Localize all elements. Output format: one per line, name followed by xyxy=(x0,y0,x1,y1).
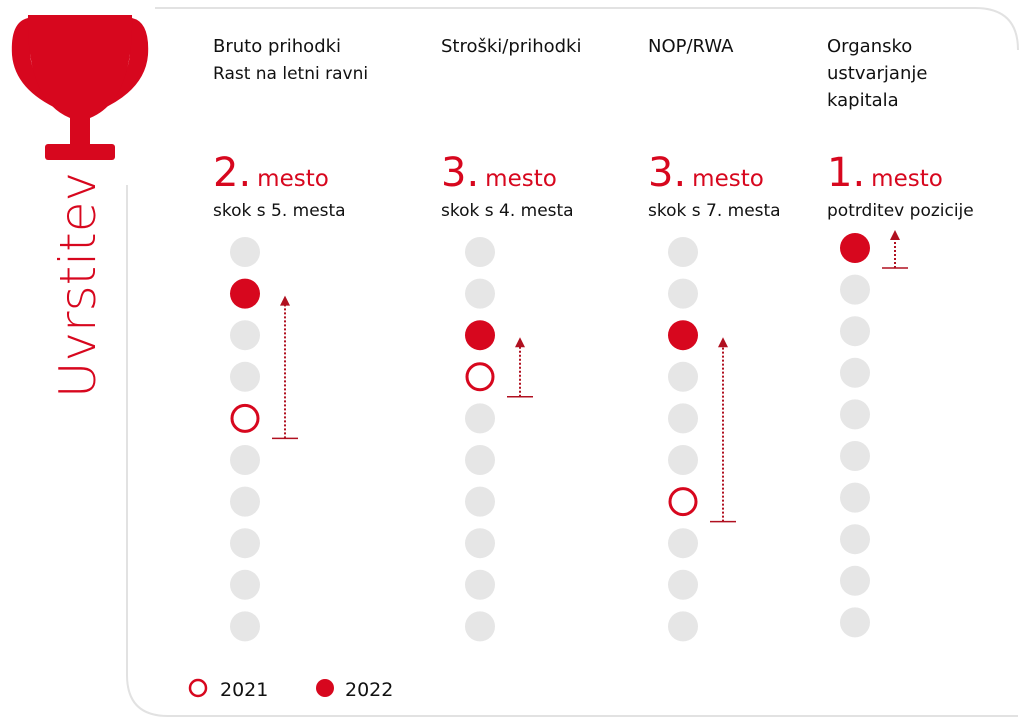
position-dot xyxy=(230,569,260,600)
frame-top xyxy=(155,7,1019,51)
place-word: mesto xyxy=(871,166,943,192)
position-dot xyxy=(465,237,495,267)
place-note: skok s 4. mesta xyxy=(441,201,574,221)
position-dot xyxy=(465,445,495,475)
arrow-head xyxy=(515,337,525,348)
position-dot xyxy=(840,357,870,388)
position-dot xyxy=(840,274,870,305)
position-dot xyxy=(465,611,495,642)
position-dot xyxy=(840,441,870,471)
legend-2021 xyxy=(188,678,208,698)
rank-2022 xyxy=(465,320,495,351)
position-dot xyxy=(840,399,870,430)
position-dot xyxy=(230,486,260,517)
column-heading: ustvarjanje xyxy=(827,63,927,84)
position-dot xyxy=(668,278,698,309)
position-dot xyxy=(230,237,260,267)
rank-2021 xyxy=(465,362,495,392)
title: Uvrstitev xyxy=(49,172,107,398)
position-dot xyxy=(465,403,495,434)
place-word: mesto xyxy=(257,166,329,192)
place-note: skok s 7. mesta xyxy=(648,201,781,221)
place: 3. mesto xyxy=(648,150,764,196)
arrow-head xyxy=(718,337,728,348)
position-dot xyxy=(465,278,495,309)
legend-label: 2022 xyxy=(345,679,393,701)
position-dot xyxy=(668,569,698,600)
position-dot xyxy=(668,403,698,434)
place-note: skok s 5. mesta xyxy=(213,201,346,221)
position-dot xyxy=(840,482,870,513)
frame-left xyxy=(126,185,1018,717)
place-word: mesto xyxy=(692,166,764,192)
place: 3. mesto xyxy=(441,150,557,196)
rank-2022 xyxy=(230,278,260,309)
column-subheading: Rast na letni ravni xyxy=(213,64,368,84)
position-dot xyxy=(840,565,870,596)
place-number: 3. xyxy=(441,150,479,196)
column-heading: NOP/RWA xyxy=(648,36,734,57)
position-dot xyxy=(668,611,698,642)
place: 2. mesto xyxy=(213,150,329,196)
position-dot xyxy=(230,528,260,559)
position-dot xyxy=(840,524,870,555)
place: 1. mesto xyxy=(827,150,943,196)
rank-2022 xyxy=(840,233,870,263)
column-heading: Stroški/prihodki xyxy=(441,36,581,57)
position-dot xyxy=(465,528,495,559)
column-heading: Organsko xyxy=(827,36,912,57)
place-note: potrditev pozicije xyxy=(827,201,974,221)
position-dot xyxy=(668,361,698,392)
position-dot xyxy=(668,445,698,475)
arrow-head xyxy=(890,230,900,240)
column-heading: Bruto prihodki xyxy=(213,36,341,57)
position-dot xyxy=(230,445,260,475)
position-dot xyxy=(840,607,870,638)
place-number: 2. xyxy=(213,150,251,196)
arrow-head xyxy=(280,295,290,306)
position-dot xyxy=(230,361,260,392)
position-dot xyxy=(840,316,870,347)
legend-2022 xyxy=(316,679,334,697)
position-dot xyxy=(230,320,260,351)
position-dot xyxy=(668,237,698,267)
position-dot xyxy=(465,486,495,517)
trophy xyxy=(11,15,149,160)
legend: 2021 2022 xyxy=(188,678,393,701)
position-dot xyxy=(668,528,698,559)
column-heading: kapitala xyxy=(827,90,899,111)
rank-2022 xyxy=(668,320,698,351)
rank-2021 xyxy=(230,403,260,433)
rank-2021 xyxy=(668,487,698,517)
legend-label: 2021 xyxy=(220,679,268,701)
position-dot xyxy=(465,569,495,600)
place-number: 1. xyxy=(827,150,865,196)
position-dot xyxy=(230,611,260,642)
place-number: 3. xyxy=(648,150,686,196)
place-word: mesto xyxy=(485,166,557,192)
